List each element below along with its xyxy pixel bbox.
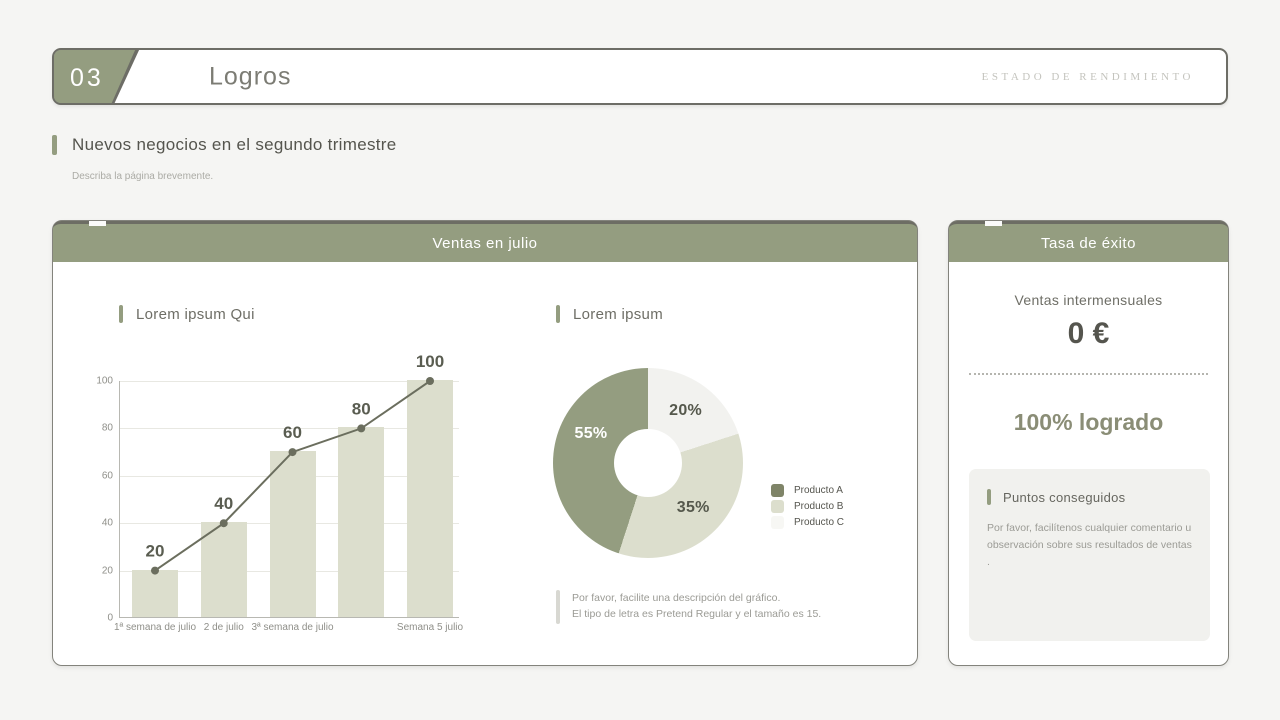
line-overlay: 20 40 60 80 100 bbox=[146, 352, 444, 575]
slice-percentage-label: 35% bbox=[676, 499, 710, 517]
success-panel-title: Tasa de éxito bbox=[1041, 234, 1136, 252]
point-value-label: 60 bbox=[283, 423, 302, 442]
page-title: Logros bbox=[209, 62, 292, 90]
footnote-line: Por favor, facilite una descripción del … bbox=[572, 592, 781, 604]
achievement-text: 100% logrado bbox=[1013, 409, 1164, 435]
metric-value: 0 € bbox=[1067, 317, 1110, 350]
accent-bar-icon bbox=[119, 305, 123, 323]
metric-label: Ventas intermensuales bbox=[1014, 292, 1163, 308]
accent-bar-icon bbox=[52, 135, 57, 155]
y-axis-tick: 60 bbox=[101, 470, 113, 482]
bar bbox=[269, 451, 316, 617]
bar bbox=[407, 380, 453, 617]
slide-number: 03 bbox=[70, 64, 104, 92]
notes-box: Puntos conseguidos Por favor, facilíteno… bbox=[969, 469, 1210, 641]
bar-line-chart: 0 20 40 60 80 100 1ª semana de julio 2 de julio… bbox=[96, 352, 463, 633]
slide-header: 03 Logros ESTADO DE RENDIMIENTO bbox=[52, 48, 1228, 105]
line-point bbox=[288, 448, 297, 457]
sales-panel-header: Ventas en julio bbox=[53, 221, 917, 262]
bar bbox=[200, 522, 247, 617]
grid-line bbox=[120, 428, 459, 430]
point-value-label: 40 bbox=[214, 494, 233, 513]
x-axis-label: 2 de julio bbox=[203, 622, 244, 633]
legend-swatch-icon bbox=[771, 500, 784, 513]
header-right-label: ESTADO DE RENDIMIENTO bbox=[981, 70, 1194, 83]
dotted-divider bbox=[969, 373, 1208, 375]
y-axis-tick: 20 bbox=[101, 565, 113, 577]
donut-chart: 55% 35% 20% bbox=[553, 368, 743, 558]
legend-label: Producto A bbox=[794, 485, 843, 496]
slide-number-badge: 03 bbox=[54, 50, 136, 103]
line-point bbox=[151, 566, 159, 575]
y-axis-tick: 80 bbox=[101, 422, 113, 434]
notes-line: observación sobre sus resultados de vent… bbox=[987, 539, 1192, 551]
bar-chart-title-row: Lorem ipsum Qui bbox=[119, 305, 255, 323]
point-value-label: 100 bbox=[416, 352, 444, 371]
footnote-line: El tipo de letra es Pretend Regular y el… bbox=[572, 608, 822, 620]
point-value-label: 20 bbox=[146, 542, 165, 561]
success-panel: Tasa de éxito Ventas intermensuales 0 € … bbox=[948, 220, 1229, 666]
intro-title: Nuevos negocios en el segundo trimestre bbox=[72, 135, 397, 154]
bar bbox=[338, 427, 385, 617]
bar bbox=[132, 569, 178, 617]
bar-chart-title: Lorem ipsum Qui bbox=[136, 305, 255, 323]
x-axis-label: 3ª semana de julio bbox=[251, 622, 334, 633]
point-value-label: 80 bbox=[352, 399, 371, 418]
chart-footnote: Por favor, facilite una descripción del … bbox=[556, 590, 821, 624]
slice-percentage-label: 55% bbox=[574, 424, 608, 442]
accent-bar-icon bbox=[987, 489, 991, 505]
success-panel-header: Tasa de éxito bbox=[949, 221, 1228, 262]
y-axis-tick: 0 bbox=[107, 612, 113, 624]
legend-item: Producto C bbox=[771, 516, 844, 529]
line-point bbox=[219, 519, 228, 528]
donut-legend: Producto A Producto B Producto C bbox=[771, 484, 844, 532]
legend-item: Producto A bbox=[771, 484, 844, 497]
donut-hole bbox=[614, 429, 682, 497]
grid-line bbox=[120, 381, 459, 382]
donut-chart-title-row: Lorem ipsum bbox=[556, 305, 663, 323]
x-axis-label: 1ª semana de julio bbox=[113, 622, 197, 633]
legend-swatch-icon bbox=[771, 484, 784, 497]
notes-line: . bbox=[987, 556, 990, 568]
legend-item: Producto B bbox=[771, 500, 844, 513]
intro-section: Nuevos negocios en el segundo trimestre … bbox=[52, 135, 397, 182]
notes-line: Por favor, facilítenos cualquier comenta… bbox=[987, 522, 1192, 534]
accent-bar-icon bbox=[556, 305, 560, 323]
sales-panel-title: Ventas en julio bbox=[432, 234, 538, 252]
slice-percentage-label: 20% bbox=[669, 402, 703, 420]
legend-label: Producto C bbox=[794, 517, 845, 528]
y-axis-tick: 100 bbox=[96, 375, 113, 387]
sales-panel: Ventas en julio Lorem ipsum Qui 0 20 40 60 8… bbox=[52, 220, 918, 666]
legend-swatch-icon bbox=[771, 516, 784, 529]
y-axis-tick: 40 bbox=[101, 517, 113, 529]
x-axis-label: Semana 5 julio bbox=[396, 622, 464, 633]
line-point bbox=[426, 377, 434, 385]
intro-description: Describa la página brevemente. bbox=[72, 171, 214, 182]
notes-title: Puntos conseguidos bbox=[1003, 489, 1126, 505]
tab-notch bbox=[985, 221, 1002, 226]
legend-label: Producto B bbox=[794, 501, 844, 512]
gray-bar-icon bbox=[556, 590, 560, 624]
donut-chart-title: Lorem ipsum bbox=[573, 305, 663, 323]
line-point bbox=[357, 424, 366, 433]
tab-notch bbox=[89, 221, 106, 226]
